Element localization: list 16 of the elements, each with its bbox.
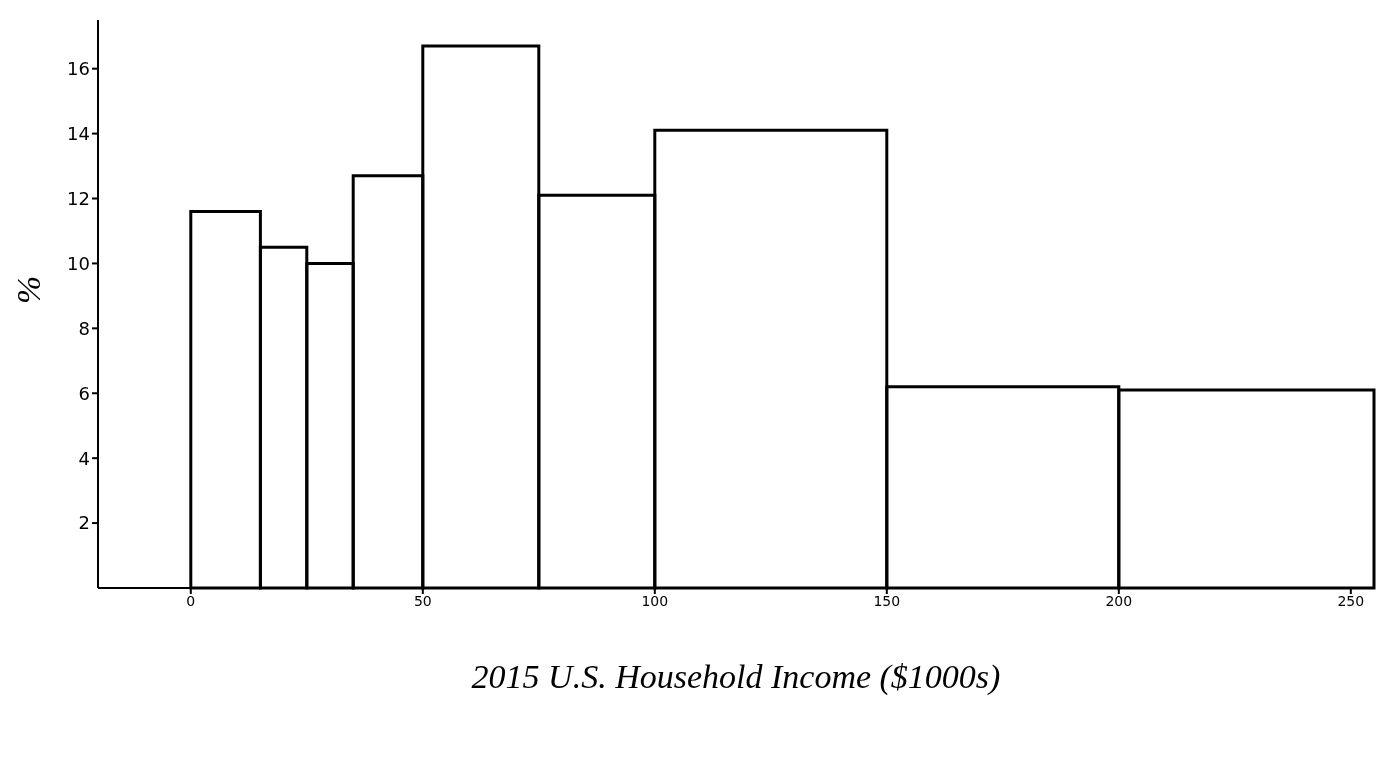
y-tick-label: 6 — [78, 382, 90, 404]
y-tick-label: 2 — [78, 512, 90, 534]
x-tick-label: 150 — [873, 592, 901, 609]
x-tick-label: 100 — [641, 592, 669, 609]
y-tick-label: 12 — [67, 187, 90, 209]
x-tick-label: 250 — [1337, 592, 1365, 609]
y-tick-label: 16 — [67, 58, 90, 80]
y-tick-label: 4 — [78, 447, 90, 469]
x-tick-label: 50 — [413, 592, 432, 609]
y-tick-label: 10 — [67, 252, 90, 274]
x-tick-label: 200 — [1105, 592, 1133, 609]
x-axis-title: 2015 U.S. Household Income ($1000s) — [471, 658, 1001, 696]
y-tick-label: 14 — [67, 122, 90, 144]
x-tick-label: 0 — [186, 592, 196, 609]
y-tick-label: 8 — [78, 317, 90, 339]
y-axis-title: % — [10, 275, 48, 304]
